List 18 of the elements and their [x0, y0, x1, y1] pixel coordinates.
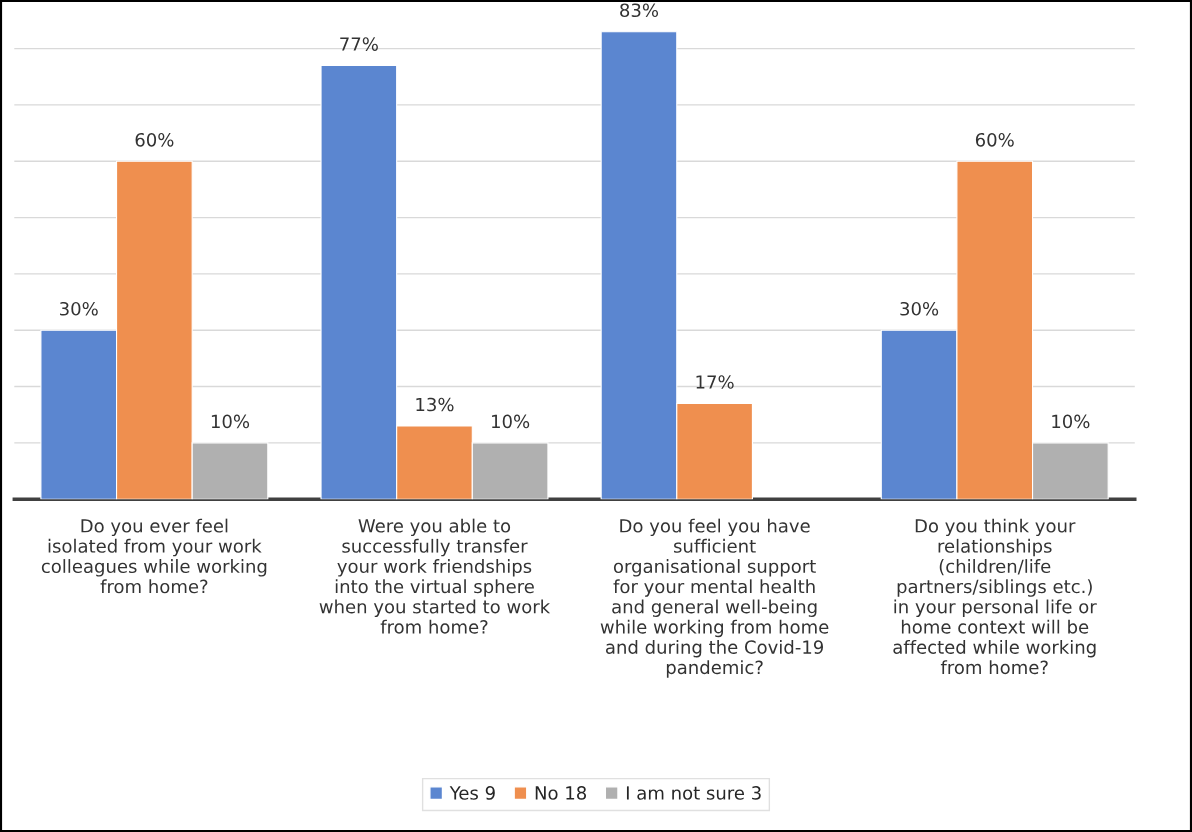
data-label: 83%: [620, 3, 659, 18]
data-label: 10%: [211, 414, 250, 429]
x-tick-label: Were you able to successfully transfer your work friendships into the virtual sphere when you started to work from home?: [319, 518, 551, 634]
x-tick-label: Do you feel you have sufficient organisational support for your mental health and general well-being while working from home and during the Covid-19 pandemic?: [600, 518, 829, 678]
data-label: 60%: [135, 132, 174, 147]
legend-label: I am not sure 3: [626, 786, 761, 800]
x-tick-label: Do you think your relationships (children/life partners/siblings etc.) in your personal life or home context will be affected while working from home?: [893, 518, 1097, 675]
x-tick-label: Do you ever feel isolated from your work colleagues while working from home?: [41, 518, 267, 594]
data-label: 60%: [975, 132, 1014, 147]
legend-label: Yes 9: [449, 786, 495, 800]
data-label: 77%: [340, 37, 378, 51]
data-label: 10%: [1052, 414, 1090, 429]
data-label: 13%: [416, 397, 454, 412]
data-label: 30%: [60, 301, 98, 316]
data-label: 30%: [900, 301, 939, 316]
data-label: 10%: [492, 414, 530, 429]
data-label: 17%: [696, 375, 734, 389]
legend-label: No 18: [535, 786, 587, 800]
